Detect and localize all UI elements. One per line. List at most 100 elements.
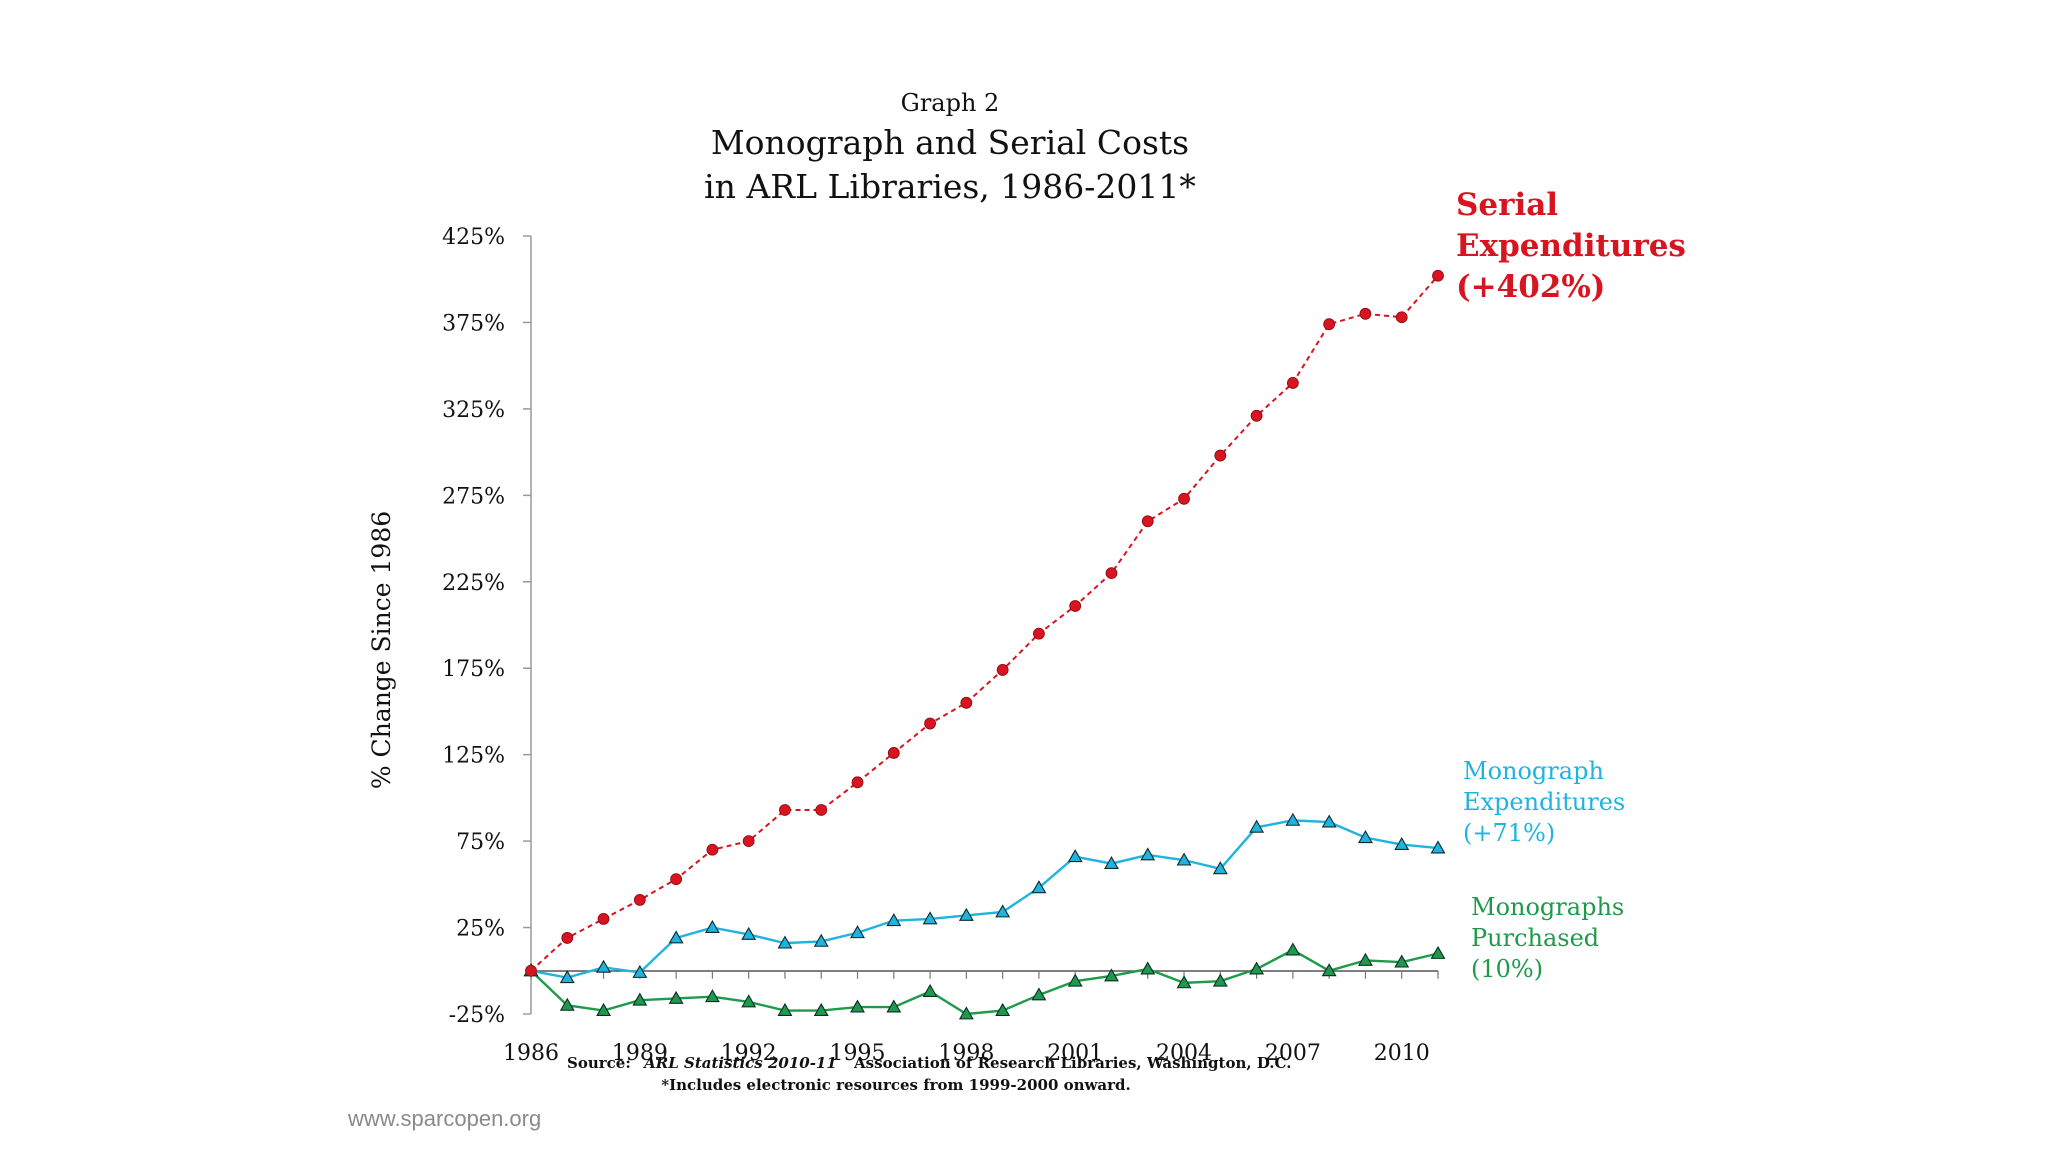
data-point bbox=[1285, 812, 1301, 826]
data-point bbox=[670, 873, 683, 886]
data-point bbox=[813, 933, 829, 947]
data-point bbox=[1212, 973, 1228, 987]
data-point bbox=[851, 776, 864, 789]
y-ticks: -25% 25% 75% 125% 175% 225% 275% 325% 375% 425% bbox=[442, 225, 531, 1028]
series-line bbox=[530, 819, 1439, 979]
data-point bbox=[1249, 961, 1265, 975]
data-point bbox=[1212, 861, 1228, 875]
data-point bbox=[1357, 952, 1373, 966]
monograph-exp-label-line1: Monograph bbox=[1463, 757, 1604, 785]
data-point bbox=[779, 804, 791, 816]
data-point bbox=[1105, 567, 1118, 580]
data-point bbox=[1067, 973, 1083, 987]
x-tick-label: 1992 bbox=[721, 1041, 777, 1066]
data-point bbox=[1031, 880, 1047, 894]
data-point bbox=[632, 964, 648, 978]
source-prefix: Source: bbox=[567, 1054, 631, 1072]
data-point bbox=[1140, 847, 1156, 861]
data-point bbox=[706, 843, 719, 856]
data-point bbox=[1286, 377, 1299, 389]
data-point bbox=[1394, 954, 1410, 968]
monographs-purchased-label-line3: (10%) bbox=[1471, 955, 1543, 983]
source-note: Source: ARL Statistics 2010-11 Associati… bbox=[567, 1054, 1291, 1072]
y-tick-label: 175% bbox=[442, 657, 505, 682]
y-tick-label: 375% bbox=[442, 311, 505, 336]
data-point bbox=[995, 904, 1011, 918]
x-tick-label: 2010 bbox=[1374, 1041, 1430, 1066]
x-tick-label: 2001 bbox=[1047, 1041, 1103, 1066]
data-point bbox=[1395, 311, 1408, 324]
source-rest: Association of Research Libraries, Washi… bbox=[853, 1054, 1291, 1072]
x-tick-label: 1998 bbox=[938, 1041, 994, 1066]
data-point bbox=[958, 907, 974, 921]
data-point bbox=[1357, 830, 1373, 844]
data-point bbox=[1104, 968, 1119, 982]
x-ticks: 1986 1989 1992 1995 1998 2001 2004 2007 2010 bbox=[503, 970, 1439, 1066]
data-point bbox=[525, 964, 537, 977]
data-point bbox=[1359, 307, 1372, 320]
series-serial-expenditures bbox=[525, 269, 1444, 977]
data-point bbox=[559, 997, 575, 1011]
data-point bbox=[668, 930, 684, 944]
data-point bbox=[1067, 849, 1083, 863]
data-point bbox=[1141, 515, 1154, 528]
data-point bbox=[559, 970, 575, 984]
serial-label-line1: Serial bbox=[1456, 187, 1558, 223]
data-point bbox=[1104, 855, 1119, 870]
data-point bbox=[1321, 963, 1337, 977]
data-point bbox=[1033, 627, 1045, 640]
series-line bbox=[530, 275, 1439, 972]
y-tick-label: 225% bbox=[442, 571, 505, 596]
data-point bbox=[922, 983, 938, 997]
monograph-exp-label-line3: (+71%) bbox=[1463, 819, 1555, 847]
data-point bbox=[996, 664, 1009, 676]
data-point bbox=[886, 999, 902, 1013]
y-tick-label: 275% bbox=[442, 484, 505, 509]
serial-label-line2: Expenditures bbox=[1456, 228, 1686, 264]
data-point bbox=[1394, 836, 1410, 850]
data-point bbox=[1430, 945, 1446, 959]
x-tick-label: 2004 bbox=[1156, 1041, 1212, 1066]
monographs-purchased-label: Monographs Purchased (10%) bbox=[1471, 893, 1632, 983]
data-point bbox=[1285, 942, 1301, 956]
data-point bbox=[922, 911, 938, 925]
data-point bbox=[1069, 600, 1082, 612]
source-title: ARL Statistics 2010-11 bbox=[642, 1054, 837, 1072]
serial-expenditures-label: Serial Expenditures (+402%) bbox=[1456, 187, 1697, 305]
data-point bbox=[777, 1002, 793, 1016]
data-point bbox=[1140, 961, 1156, 975]
graph-number-label: Graph 2 bbox=[901, 89, 1000, 117]
monographs-purchased-label-line1: Monographs bbox=[1471, 893, 1624, 921]
data-point bbox=[995, 1002, 1011, 1016]
data-point bbox=[561, 932, 574, 944]
series-line bbox=[530, 948, 1439, 1016]
monograph-expenditures-label: Monograph Expenditures (+71%) bbox=[1463, 757, 1633, 847]
data-point bbox=[1432, 269, 1444, 282]
y-tick-label: -25% bbox=[449, 1003, 505, 1028]
data-point bbox=[1250, 409, 1263, 422]
data-point bbox=[1176, 852, 1192, 866]
chart-title-line1: Monograph and Serial Costs bbox=[711, 123, 1189, 162]
data-point bbox=[1178, 492, 1190, 505]
data-point bbox=[850, 999, 865, 1013]
x-tick-label: 1995 bbox=[830, 1041, 886, 1066]
y-tick-label: 75% bbox=[456, 830, 505, 855]
data-point bbox=[886, 913, 902, 927]
series-monographs-purchased bbox=[523, 942, 1446, 1020]
data-point bbox=[742, 835, 755, 848]
data-point bbox=[741, 994, 757, 1008]
x-tick-label: 1986 bbox=[503, 1041, 559, 1066]
data-point bbox=[815, 804, 828, 816]
data-point bbox=[668, 990, 684, 1004]
watermark-url: www.sparcopen.org bbox=[347, 1106, 541, 1131]
data-point bbox=[597, 913, 610, 925]
data-point bbox=[1214, 449, 1227, 462]
data-point bbox=[1323, 318, 1336, 331]
data-point bbox=[1249, 819, 1265, 833]
data-point bbox=[633, 893, 646, 906]
data-point bbox=[704, 919, 720, 933]
data-point bbox=[777, 935, 793, 949]
y-tick-label: 125% bbox=[442, 744, 505, 769]
data-point bbox=[887, 747, 900, 759]
monograph-exp-label-line2: Expenditures bbox=[1463, 788, 1625, 816]
